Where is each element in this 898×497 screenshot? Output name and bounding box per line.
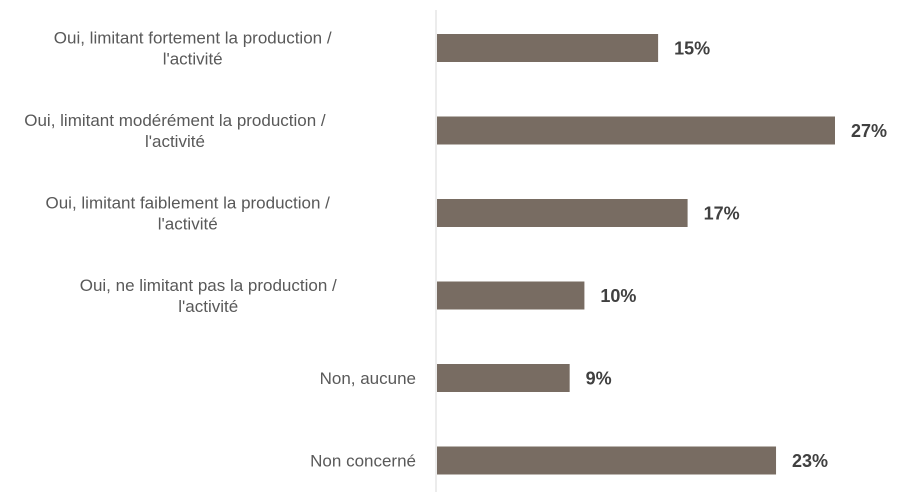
category-labels: Oui, limitant fortement la production / l… bbox=[24, 29, 416, 471]
bar-0 bbox=[437, 34, 659, 62]
bar-4 bbox=[437, 364, 570, 392]
category-label-0: Oui, limitant fortement la production / l… bbox=[54, 29, 332, 69]
bar-1 bbox=[437, 116, 835, 145]
category-label-4: Non, aucune bbox=[320, 369, 416, 388]
value-label-0: 15% bbox=[674, 38, 710, 58]
value-labels: 15% 27% 17% 10% 9% 23% bbox=[586, 38, 887, 471]
category-label-1: Oui, limitant modérément la production /… bbox=[24, 111, 326, 151]
category-label-3: Oui, ne limitant pas la production / l'ac… bbox=[80, 276, 337, 316]
bar-5 bbox=[437, 446, 777, 475]
bar-3 bbox=[437, 281, 585, 310]
value-label-4: 9% bbox=[586, 368, 612, 388]
value-label-2: 17% bbox=[704, 203, 740, 223]
value-label-5: 23% bbox=[792, 451, 828, 471]
bar-2 bbox=[437, 199, 688, 227]
value-label-3: 10% bbox=[600, 286, 636, 306]
category-label-5: Non concerné bbox=[310, 452, 416, 471]
value-label-1: 27% bbox=[851, 121, 887, 141]
bars bbox=[437, 34, 835, 475]
category-label-2: Oui, limitant faiblement la production /… bbox=[45, 194, 330, 234]
